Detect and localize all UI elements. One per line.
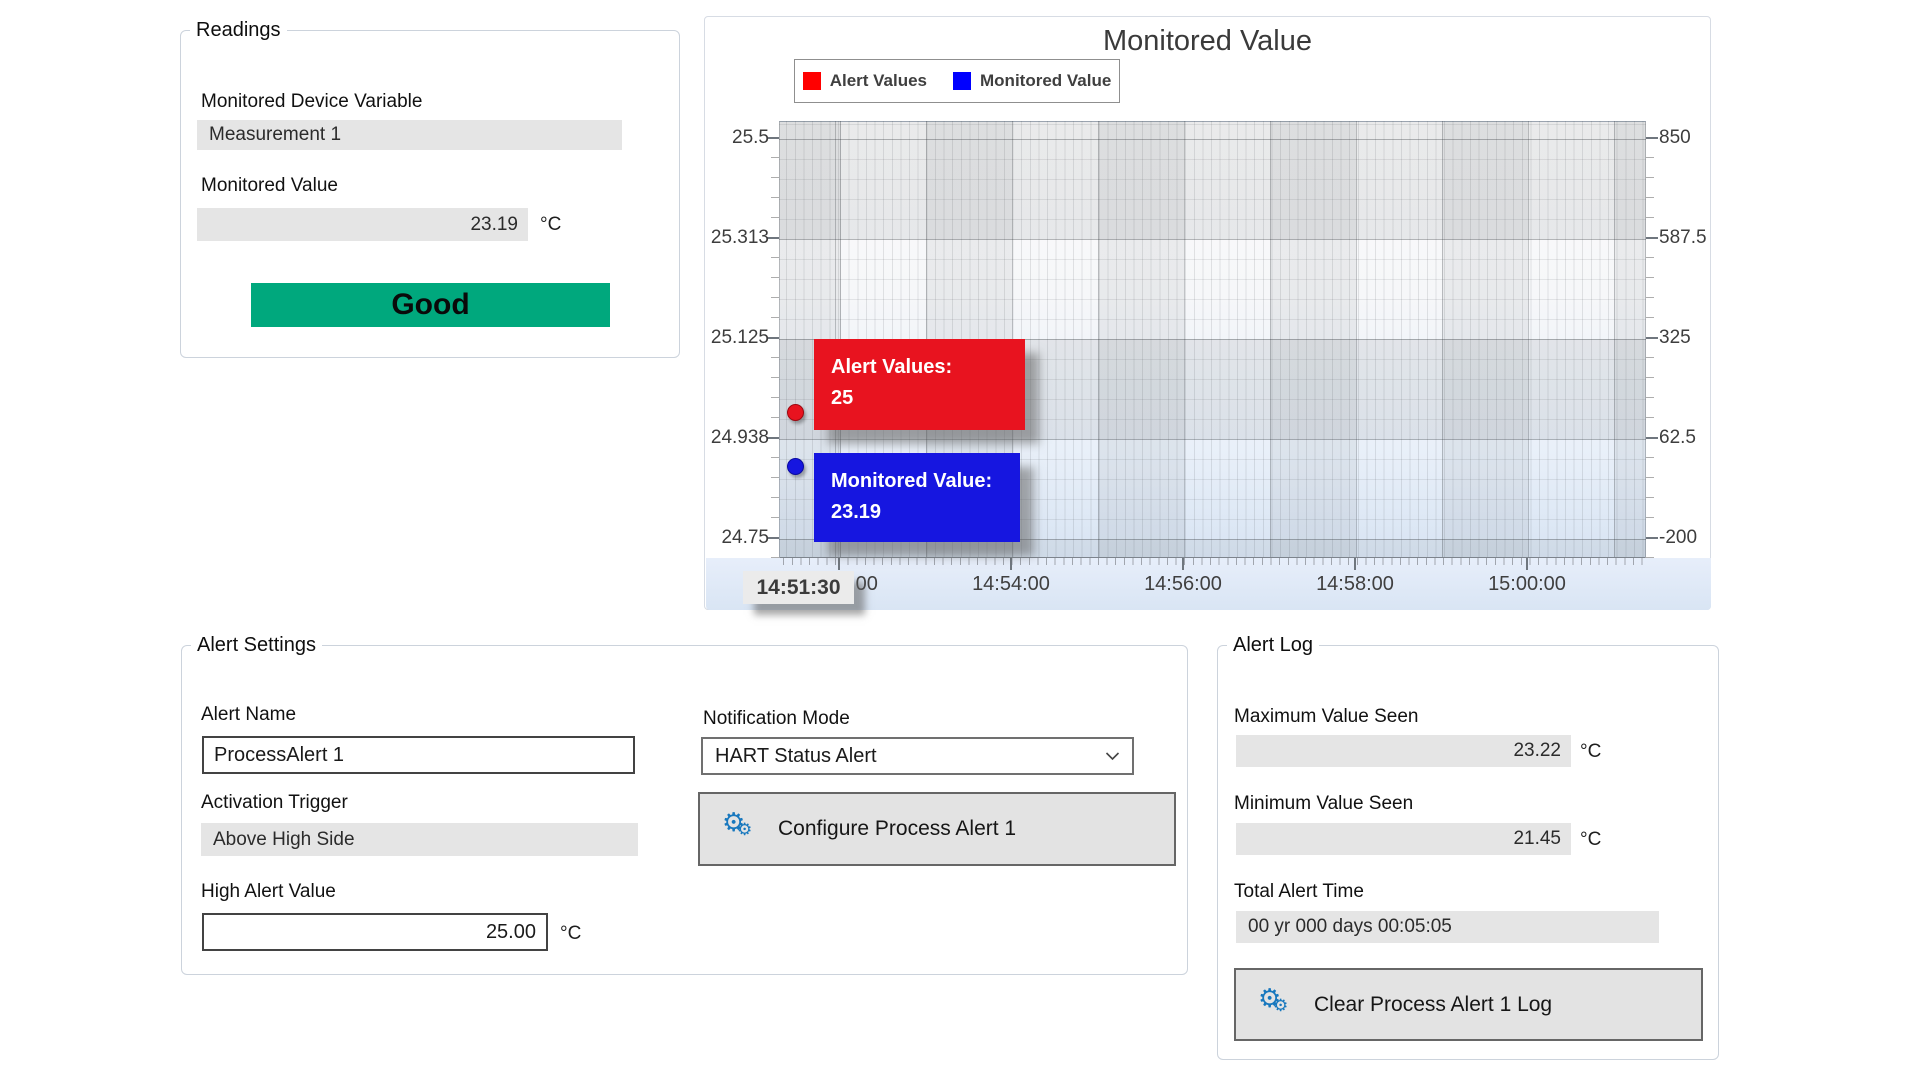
- y-tick: [767, 237, 779, 239]
- y-tick: [1646, 437, 1658, 439]
- monitored-value-label: Monitored Value: [201, 175, 338, 196]
- activation-trigger-value: Above High Side: [213, 828, 355, 850]
- alert-settings-panel-title: Alert Settings: [197, 634, 316, 656]
- x-tick-label: 15:00:00: [1488, 573, 1566, 595]
- notification-mode-label: Notification Mode: [703, 708, 850, 729]
- maximum-value-seen-field: 23.22: [1236, 735, 1571, 767]
- alert-name-label: Alert Name: [201, 704, 297, 725]
- notification-mode-value: HART Status Alert: [715, 744, 877, 767]
- monitored-device-variable-field: Measurement 1: [197, 120, 622, 150]
- time-cursor-tooltip: 14:51:30: [743, 571, 854, 604]
- activation-trigger-label: Activation Trigger: [201, 792, 348, 813]
- maximum-value-seen-label: Maximum Value Seen: [1234, 706, 1419, 727]
- monitored-value-chart: Monitored Value Alert Values Monitored V…: [704, 16, 1711, 610]
- monitored-device-variable-label: Monitored Device Variable: [201, 91, 423, 112]
- y-left-tick-label: 25.5: [732, 127, 769, 148]
- y-right-tick-label: -200: [1659, 527, 1698, 548]
- chart-legend: Alert Values Monitored Value: [794, 59, 1120, 103]
- y-right-tick-label: 850: [1659, 127, 1691, 148]
- y-right-tick-label: 587.5: [1659, 227, 1707, 248]
- y-axis-left-minor-ticks: [771, 121, 779, 558]
- clear-process-alert-log-label: Clear Process Alert 1 Log: [1314, 992, 1553, 1016]
- x-tick-label: 14:56:00: [1144, 573, 1222, 595]
- y-tick: [767, 337, 779, 339]
- configure-process-alert-button[interactable]: ⚙ ⚙ Configure Process Alert 1: [698, 792, 1176, 866]
- chart-title: Monitored Value: [1102, 25, 1313, 57]
- chevron-down-icon: [1105, 751, 1120, 760]
- alert-value-point[interactable]: [787, 404, 804, 421]
- configure-process-alert-label: Configure Process Alert 1: [778, 817, 1017, 840]
- clear-process-alert-log-button[interactable]: ⚙ ⚙ Clear Process Alert 1 Log: [1234, 968, 1703, 1041]
- y-tick: [767, 137, 779, 139]
- alert-values-tooltip-value: 25: [831, 387, 854, 409]
- monitored-value-swatch-icon: [953, 72, 972, 90]
- legend-monitored-value-label: Monitored Value: [980, 71, 1112, 90]
- y-tick: [1646, 337, 1658, 339]
- alert-values-tooltip-label: Alert Values:: [831, 356, 953, 378]
- total-alert-time-label: Total Alert Time: [1234, 881, 1364, 902]
- y-left-tick-label: 24.938: [710, 427, 769, 448]
- y-tick: [767, 537, 779, 539]
- y-right-tick-label: 62.5: [1659, 427, 1696, 448]
- minimum-value-seen: 21.45: [1513, 828, 1561, 849]
- legend-item-monitored-value: Monitored Value: [953, 71, 1111, 91]
- alert-log-panel-title: Alert Log: [1233, 634, 1314, 656]
- gears-icon: ⚙ ⚙: [722, 807, 753, 839]
- monitored-device-variable-value: Measurement 1: [209, 124, 342, 145]
- maximum-value-unit: °C: [1580, 741, 1602, 762]
- notification-mode-select[interactable]: HART Status Alert: [701, 737, 1134, 775]
- monitored-value-field: 23.19: [197, 208, 528, 241]
- alert-settings-panel: Alert Settings Alert Name Activation Tri…: [181, 634, 1188, 975]
- activation-trigger-field: Above High Side: [201, 823, 638, 856]
- alert-name-input[interactable]: [202, 736, 635, 774]
- x-axis-strip: [706, 558, 1711, 610]
- x-tick: [1354, 558, 1356, 570]
- high-alert-value-label: High Alert Value: [201, 881, 336, 902]
- legend-alert-values-label: Alert Values: [829, 71, 928, 90]
- total-alert-time-field: 00 yr 000 days 00:05:05: [1236, 911, 1659, 943]
- total-alert-time: 00 yr 000 days 00:05:05: [1248, 916, 1452, 937]
- y-left-tick-label: 25.125: [710, 327, 769, 348]
- minimum-value-seen-label: Minimum Value Seen: [1234, 793, 1414, 814]
- monitored-value-tooltip: Monitored Value: 23.19: [814, 453, 1020, 542]
- monitored-value-tooltip-label: Monitored Value:: [831, 470, 993, 492]
- y-tick: [1646, 237, 1658, 239]
- monitored-value-unit: °C: [540, 214, 562, 235]
- y-axis-right-minor-ticks: [1646, 121, 1654, 558]
- x-tick-label: 14:54:00: [972, 573, 1050, 595]
- x-axis-minor-ticks: [779, 558, 1646, 565]
- minimum-value-seen-field: 21.45: [1236, 823, 1571, 855]
- status-indicator: Good: [251, 283, 610, 327]
- monitored-value-point[interactable]: [787, 458, 804, 475]
- alert-values-tooltip: Alert Values: 25: [814, 339, 1025, 430]
- x-tick: [1182, 558, 1184, 570]
- monitored-value: 23.19: [470, 213, 518, 235]
- minimum-value-unit: °C: [1580, 829, 1602, 850]
- y-right-tick-label: 325: [1659, 327, 1691, 348]
- monitored-value-tooltip-value: 23.19: [831, 501, 882, 523]
- x-tick: [1526, 558, 1528, 570]
- high-alert-value-input[interactable]: [202, 913, 548, 951]
- alert-log-panel: Alert Log Maximum Value Seen 23.22 °C Mi…: [1217, 634, 1719, 1060]
- alert-values-swatch-icon: [802, 72, 821, 90]
- high-alert-value-unit: °C: [560, 923, 582, 944]
- y-tick: [1646, 537, 1658, 539]
- x-tick-label: 14:58:00: [1316, 573, 1394, 595]
- y-left-tick-label: 24.75: [721, 527, 769, 548]
- x-tick: [1010, 558, 1012, 570]
- y-tick: [767, 437, 779, 439]
- gears-icon: ⚙ ⚙: [1258, 982, 1289, 1015]
- x-tick: [838, 558, 840, 570]
- readings-panel-title: Readings: [196, 19, 281, 41]
- y-tick: [1646, 137, 1658, 139]
- readings-panel: Readings Monitored Device Variable Measu…: [180, 19, 680, 358]
- maximum-value-seen: 23.22: [1513, 740, 1561, 761]
- legend-item-alert-values: Alert Values: [802, 71, 928, 91]
- y-left-tick-label: 25.313: [710, 227, 769, 248]
